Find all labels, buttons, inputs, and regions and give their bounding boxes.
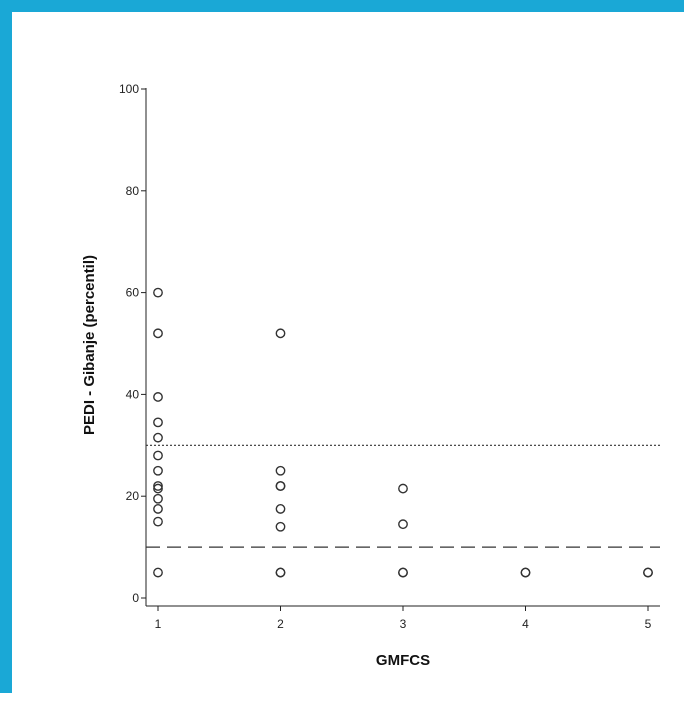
y-tick-label: 80 <box>126 184 140 198</box>
data-point <box>153 493 163 504</box>
data-point <box>275 481 286 491</box>
y-tick-label: 40 <box>126 387 140 401</box>
data-point <box>398 567 408 578</box>
x-tick-label: 2 <box>277 617 284 631</box>
data-point <box>275 504 286 514</box>
data-point <box>275 521 286 532</box>
data-point <box>520 567 531 578</box>
data-point <box>153 465 163 476</box>
x-tick-label: 1 <box>155 617 162 631</box>
y-tick-label: 60 <box>126 286 140 300</box>
data-point <box>398 519 408 530</box>
data-point <box>275 567 286 578</box>
data-point <box>643 567 653 578</box>
data-point <box>153 483 163 494</box>
data-point <box>153 516 163 527</box>
data-point <box>153 567 163 578</box>
x-tick-label: 3 <box>400 617 407 631</box>
y-tick-label: 0 <box>132 591 139 605</box>
data-point <box>398 483 408 494</box>
x-axis-label: GMFCS <box>376 652 430 669</box>
data-point <box>153 392 163 402</box>
data-point <box>153 328 163 339</box>
y-tick-label: 100 <box>119 82 139 96</box>
y-axis-label: PEDI - Gibanje (percentil) <box>81 255 98 435</box>
data-point <box>153 287 163 298</box>
y-tick-label: 20 <box>126 489 140 503</box>
data-point <box>275 465 286 476</box>
data-point <box>153 504 163 514</box>
data-point <box>153 450 163 461</box>
data-point <box>275 328 286 339</box>
data-point <box>153 481 163 491</box>
scatter-chart: 0 20 40 60 80 100 1 2 3 4 5 GMFCS PEDI - Gibanje (pe… <box>81 82 660 669</box>
x-tick-label: 4 <box>522 617 529 631</box>
x-tick-label: 5 <box>645 617 652 631</box>
data-point <box>153 417 163 428</box>
data-point <box>153 432 163 443</box>
